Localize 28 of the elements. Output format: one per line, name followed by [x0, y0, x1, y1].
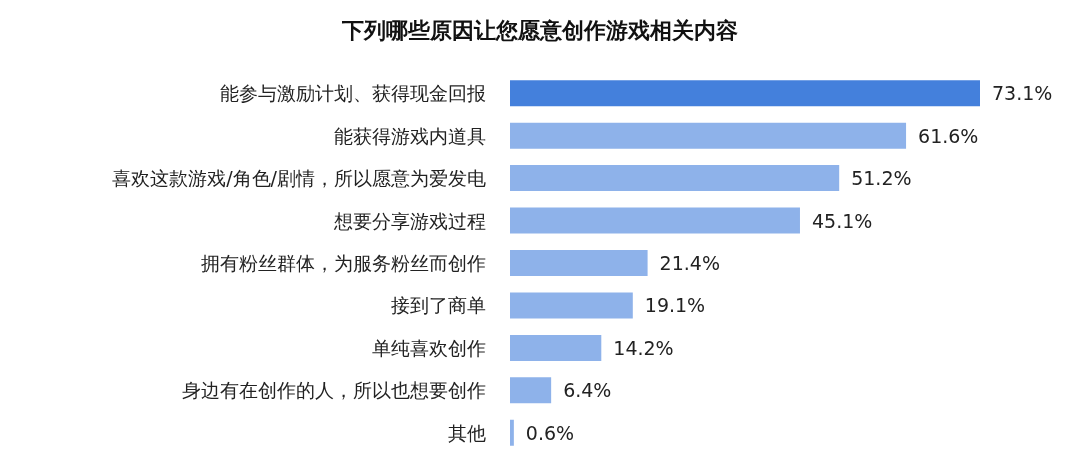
bar	[510, 80, 980, 107]
data-label: 61.6%	[918, 124, 979, 147]
data-label: 0.6%	[525, 421, 575, 444]
bar	[510, 207, 800, 234]
chart-title: 下列哪些原因让您愿意创作游戏相关内容	[341, 17, 738, 43]
y-tick-label: 其他	[448, 421, 486, 444]
bar	[510, 419, 514, 446]
bar	[510, 165, 840, 192]
y-tick-label: 喜欢这款游戏/角色/剧情，所以愿意为爱发电	[112, 167, 486, 190]
bar	[510, 377, 552, 404]
data-label: 6.4%	[563, 379, 612, 402]
data-label: 19.1%	[644, 294, 706, 317]
data-label: 45.1%	[811, 209, 873, 232]
y-tick-label: 身边有在创作的人，所以也想要创作	[182, 379, 486, 402]
bar	[510, 122, 907, 149]
data-label: 21.4%	[659, 252, 720, 274]
y-tick-label: 单纯喜欢创作	[372, 336, 486, 359]
data-label: 51.2%	[851, 167, 912, 190]
y-tick-label: 能获得游戏内道具	[334, 124, 486, 147]
data-label: 14.2%	[613, 336, 674, 359]
y-tick-label: 想要分享游戏过程	[333, 209, 486, 232]
y-tick-label: 能参与激励计划、获得现金回报	[220, 82, 486, 105]
bar	[510, 292, 633, 319]
y-tick-label: 接到了商单	[391, 294, 486, 317]
bar	[510, 334, 602, 361]
data-label: 73.1%	[992, 82, 1053, 105]
y-tick-label: 拥有粉丝群体，为服务粉丝而创作	[201, 252, 486, 274]
bar	[510, 250, 648, 276]
